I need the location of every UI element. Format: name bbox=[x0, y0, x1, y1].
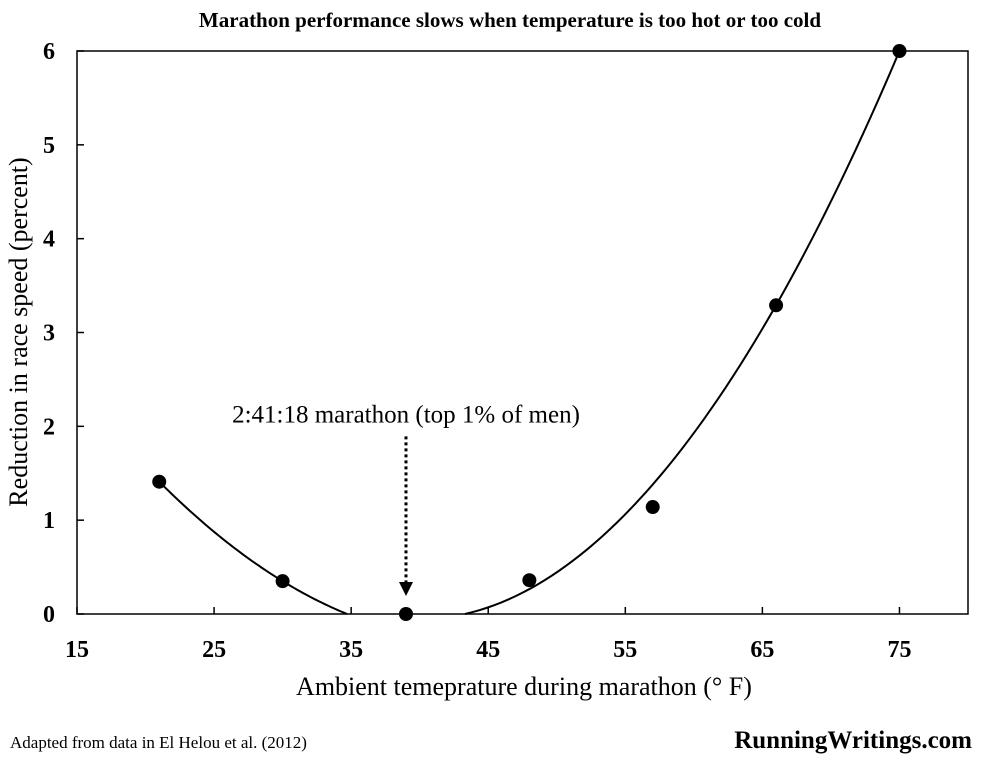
data-point bbox=[892, 44, 907, 58]
source-note: Adapted from data in El Helou et al. (20… bbox=[10, 733, 307, 752]
annotation: 2:41:18 marathon (top 1% of men) bbox=[232, 401, 580, 596]
fit-curves bbox=[158, 50, 901, 615]
y-tick-label: 6 bbox=[43, 39, 55, 65]
y-tick-label: 2 bbox=[43, 414, 55, 440]
data-point bbox=[398, 607, 413, 621]
data-point bbox=[522, 573, 537, 588]
y-axis-label: Reduction in race speed (percent) bbox=[4, 157, 33, 506]
fit-curve bbox=[464, 50, 901, 615]
x-tick-label: 45 bbox=[476, 637, 500, 663]
data-point bbox=[769, 298, 784, 313]
x-tick-label: 35 bbox=[339, 637, 363, 663]
x-tick-label: 65 bbox=[750, 637, 774, 663]
y-tick-label: 5 bbox=[43, 133, 55, 159]
annotation-arrow-head bbox=[398, 582, 413, 596]
chart-title: Marathon performance slows when temperat… bbox=[199, 8, 821, 32]
x-axis-label: Ambient temeprature during marathon (° F… bbox=[296, 672, 752, 701]
y-tick-label: 4 bbox=[43, 227, 55, 253]
data-point bbox=[275, 574, 290, 589]
x-tick-label: 55 bbox=[613, 637, 637, 663]
data-point bbox=[152, 474, 167, 489]
y-axis-ticks: 0 1 2 3 4 5 6 bbox=[43, 39, 84, 628]
fit-curve bbox=[158, 480, 348, 615]
data-points bbox=[152, 44, 907, 621]
data-point bbox=[645, 500, 660, 515]
x-tick-label: 75 bbox=[887, 637, 911, 663]
x-axis-ticks: 15 25 35 45 55 65 75 bbox=[65, 607, 911, 663]
y-tick-label: 1 bbox=[43, 508, 55, 534]
y-tick-label: 0 bbox=[43, 602, 55, 628]
y-tick-label: 3 bbox=[43, 321, 55, 347]
annotation-label: 2:41:18 marathon (top 1% of men) bbox=[232, 401, 580, 428]
x-tick-label: 25 bbox=[202, 637, 226, 663]
x-tick-label: 15 bbox=[65, 637, 89, 663]
brand-link[interactable]: RunningWritings.com bbox=[734, 727, 972, 754]
